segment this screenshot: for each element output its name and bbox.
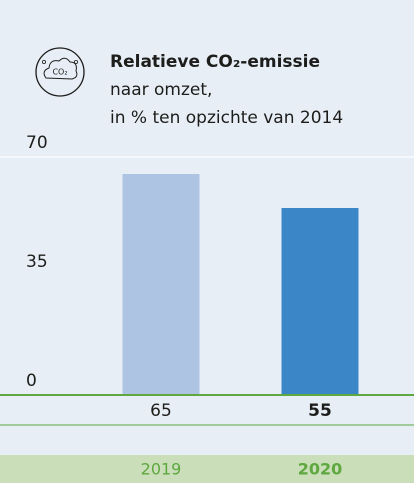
- icon-label: CO₂: [52, 68, 67, 77]
- subtitle: naar omzet,: [110, 80, 212, 100]
- value-label: 65: [150, 401, 172, 421]
- category-band: [0, 455, 414, 483]
- icon: CO₂: [35, 47, 85, 97]
- subtitle: in % ten opzichte van 2014: [110, 108, 343, 128]
- value-label: 55: [308, 401, 332, 421]
- bar: [122, 174, 200, 395]
- x-tick-label: 2020: [298, 460, 343, 479]
- x-tick-label: 2019: [141, 460, 182, 479]
- y-tick-label: 35: [26, 252, 48, 272]
- bar: [281, 208, 359, 395]
- y-tick-label: 0: [26, 371, 37, 391]
- chart-title: Relatieve CO₂-emissie: [110, 52, 320, 72]
- y-tick-label: 70: [26, 133, 48, 153]
